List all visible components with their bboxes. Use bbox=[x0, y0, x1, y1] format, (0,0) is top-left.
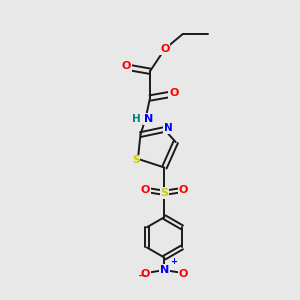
Text: O: O bbox=[169, 88, 178, 98]
Text: O: O bbox=[141, 185, 150, 195]
Text: S: S bbox=[132, 155, 139, 165]
Text: H: H bbox=[132, 114, 141, 124]
Text: N: N bbox=[160, 265, 169, 275]
Text: O: O bbox=[122, 61, 131, 71]
Text: O: O bbox=[179, 185, 188, 195]
Text: N: N bbox=[164, 123, 173, 133]
Text: O: O bbox=[179, 268, 188, 279]
Text: S: S bbox=[160, 188, 168, 198]
Text: −: − bbox=[138, 271, 148, 281]
Text: +: + bbox=[170, 257, 177, 266]
Text: N: N bbox=[144, 114, 153, 124]
Text: O: O bbox=[160, 44, 170, 54]
Text: O: O bbox=[141, 268, 150, 279]
